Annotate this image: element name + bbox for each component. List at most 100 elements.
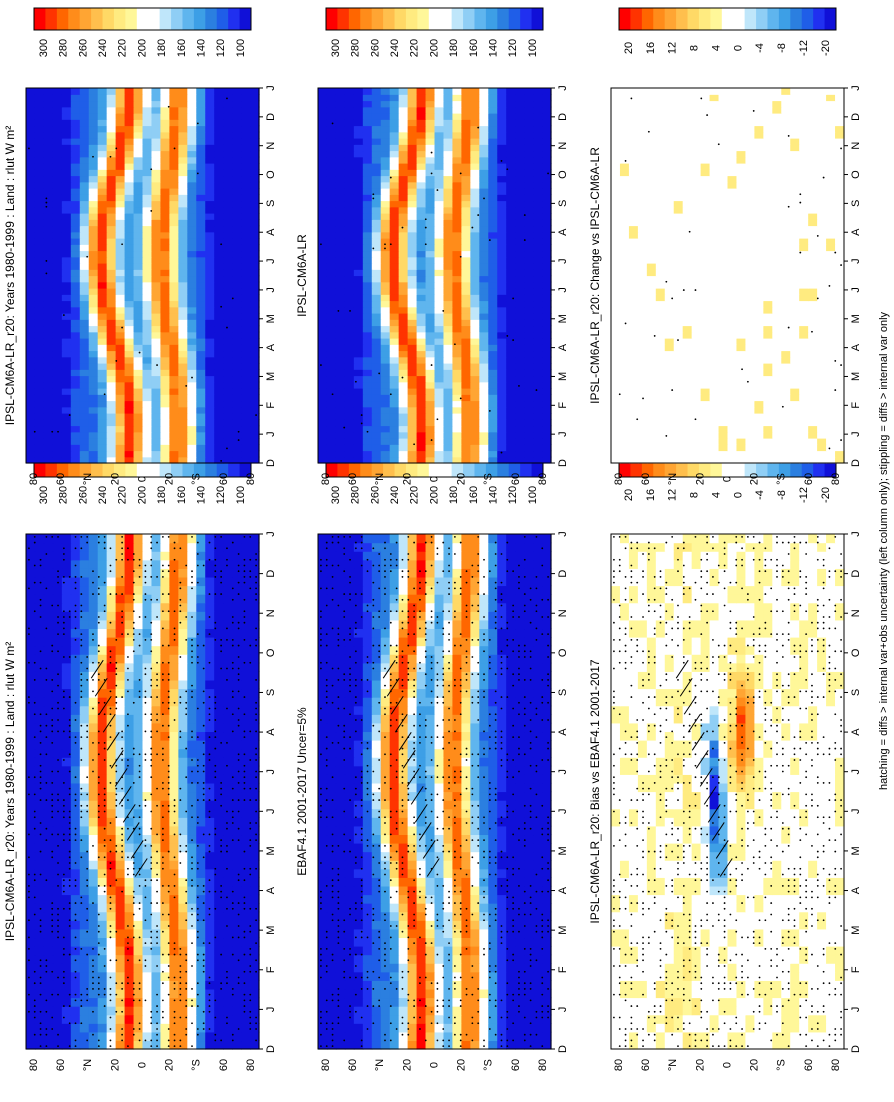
heatmap-cell bbox=[241, 1040, 251, 1050]
heatmap-cell bbox=[461, 1031, 471, 1042]
stipple-dot bbox=[103, 827, 106, 830]
heatmap-cell bbox=[178, 281, 188, 289]
heatmap-cell bbox=[26, 413, 36, 420]
stipple-dot bbox=[173, 822, 176, 824]
heatmap-cell bbox=[52, 431, 63, 439]
heatmap-cell bbox=[142, 654, 153, 664]
heatmap-cell bbox=[250, 868, 260, 878]
stipple-dot bbox=[202, 970, 205, 973]
heatmap-cell bbox=[232, 705, 242, 715]
stipple-dot bbox=[156, 696, 158, 698]
heatmap-cell bbox=[205, 219, 215, 227]
stipple-dot bbox=[80, 679, 83, 681]
stipple-dot bbox=[80, 696, 83, 698]
heatmap-cell bbox=[61, 163, 72, 170]
heatmap-cell bbox=[416, 1023, 427, 1033]
heatmap-cell bbox=[61, 697, 72, 707]
stipple-dot bbox=[138, 827, 141, 830]
heatmap-cell bbox=[232, 885, 242, 896]
heatmap-cell bbox=[26, 714, 36, 724]
heatmap-cell bbox=[26, 594, 36, 604]
heatmap-cell bbox=[124, 1040, 135, 1050]
heatmap-cell bbox=[160, 94, 170, 102]
heatmap-cell bbox=[88, 363, 99, 370]
heatmap-cell bbox=[241, 894, 251, 904]
heatmap-cell bbox=[79, 350, 90, 358]
stipple-dot bbox=[121, 988, 124, 990]
heatmap-cell bbox=[169, 394, 179, 402]
heatmap-cell bbox=[196, 800, 206, 810]
heatmap-cell bbox=[79, 431, 90, 439]
heatmap-cell bbox=[88, 350, 99, 358]
heatmap-cell bbox=[214, 1014, 224, 1024]
heatmap-cell bbox=[97, 131, 108, 139]
heatmap-cell bbox=[106, 851, 117, 861]
stipple-dot bbox=[220, 644, 223, 647]
heatmap-cell bbox=[241, 877, 251, 887]
stipple-dot bbox=[249, 1010, 252, 1013]
heatmap-cell bbox=[43, 456, 54, 464]
heatmap-cell bbox=[106, 169, 117, 177]
stipple-dot bbox=[150, 558, 153, 561]
heatmap-cell bbox=[205, 817, 215, 827]
heatmap-cell bbox=[26, 300, 36, 308]
heatmap-cell bbox=[70, 444, 81, 452]
heatmap-cell bbox=[169, 306, 179, 314]
heatmap-cell bbox=[250, 431, 260, 439]
heatmap-cell bbox=[452, 911, 462, 921]
stipple-dot bbox=[33, 873, 36, 876]
stipple-dot bbox=[127, 942, 129, 945]
heatmap-cell bbox=[34, 988, 45, 999]
heatmap-cell bbox=[88, 219, 99, 227]
heatmap-cell bbox=[232, 748, 242, 758]
stipple-dot bbox=[103, 581, 106, 584]
heatmap-cell bbox=[232, 188, 242, 195]
heatmap-cell bbox=[151, 679, 162, 690]
stipple-dot bbox=[191, 839, 193, 842]
heatmap-cell bbox=[34, 894, 45, 904]
stipple-dot bbox=[202, 919, 205, 922]
stipple-dot bbox=[109, 570, 112, 573]
heatmap-cell bbox=[178, 331, 188, 339]
stipple-dot bbox=[138, 988, 141, 990]
stipple-dot bbox=[109, 661, 112, 664]
stipple-dot bbox=[226, 97, 228, 100]
heatmap-cell bbox=[205, 444, 215, 452]
stipple-dot bbox=[62, 953, 65, 956]
stipple-dot bbox=[138, 696, 141, 698]
heatmap-cell bbox=[106, 860, 117, 870]
heatmap-cell bbox=[398, 980, 409, 990]
stipple-dot bbox=[214, 576, 217, 578]
stipple-dot bbox=[74, 902, 77, 904]
heatmap-cell bbox=[151, 450, 162, 458]
heatmap-cell bbox=[61, 231, 72, 239]
heatmap-cell bbox=[97, 559, 108, 569]
stipple-dot bbox=[86, 730, 89, 733]
heatmap-cell bbox=[34, 206, 45, 214]
heatmap-cell bbox=[169, 1031, 179, 1042]
heatmap-cell bbox=[61, 250, 72, 258]
stipple-dot bbox=[220, 650, 223, 653]
colorbar-tick-label: 300 bbox=[38, 486, 50, 504]
heatmap-cell bbox=[26, 860, 36, 870]
heatmap-cell bbox=[97, 997, 108, 1007]
heatmap-cell bbox=[26, 997, 36, 1007]
heatmap-cell bbox=[43, 188, 54, 195]
stipple-dot bbox=[196, 885, 199, 887]
stipple-dot bbox=[51, 730, 54, 733]
heatmap-cell bbox=[241, 319, 251, 327]
stipple-dot bbox=[156, 902, 158, 904]
heatmap-cell bbox=[506, 937, 516, 947]
heatmap-cell bbox=[88, 275, 99, 283]
stipple-dot bbox=[156, 1005, 158, 1007]
heatmap-cell bbox=[160, 106, 170, 114]
heatmap-cell bbox=[133, 954, 144, 964]
heatmap-cell bbox=[232, 206, 242, 214]
stipple-dot bbox=[237, 925, 240, 927]
stipple-dot bbox=[97, 982, 100, 985]
stipple-dot bbox=[28, 661, 30, 664]
stipple-dot bbox=[255, 627, 257, 630]
stipple-dot bbox=[28, 793, 30, 796]
heatmap-cell bbox=[335, 1023, 346, 1033]
heatmap-cell bbox=[97, 825, 108, 836]
